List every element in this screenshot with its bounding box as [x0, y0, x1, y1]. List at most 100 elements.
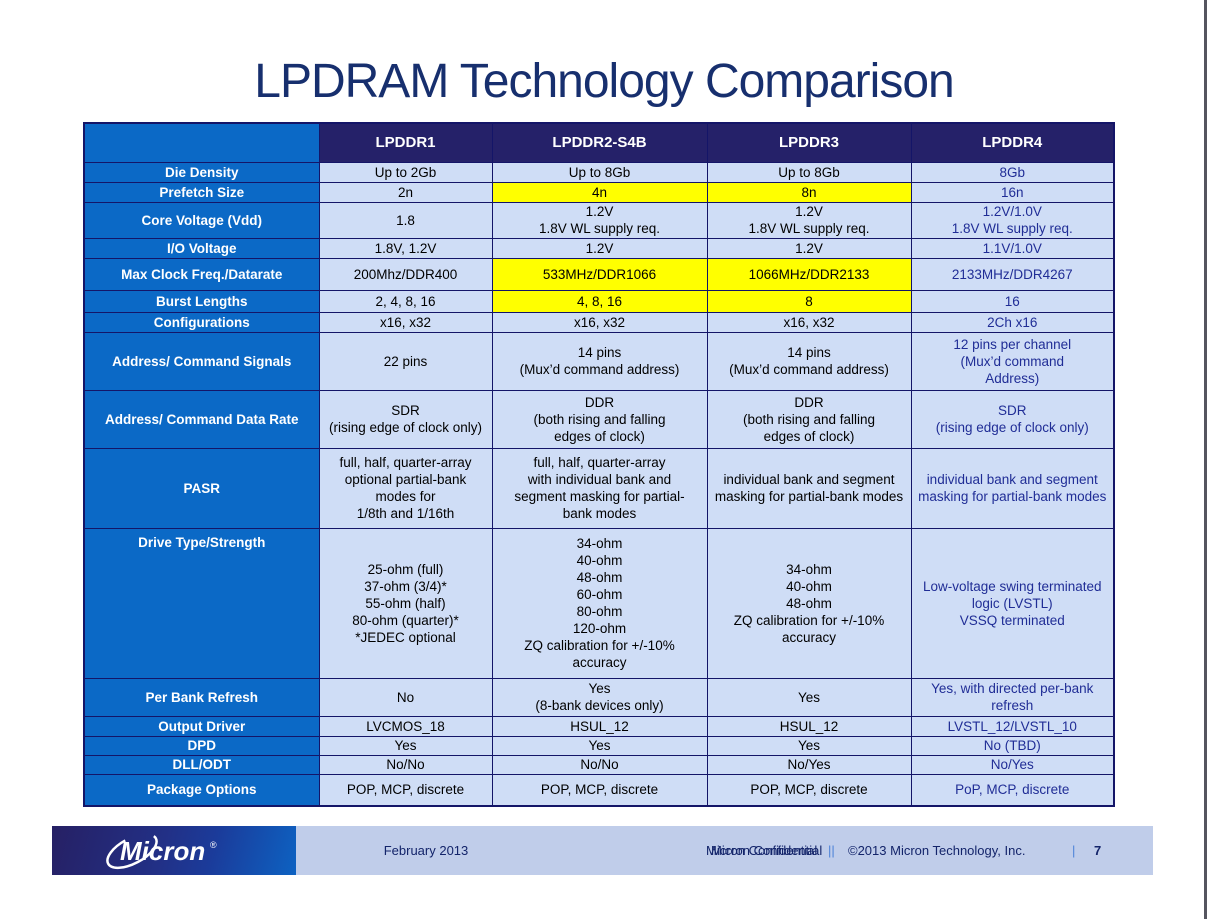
- table-cell: 34-ohm 40-ohm 48-ohm ZQ calibration for …: [706, 527, 912, 679]
- table-cell: 4n: [491, 181, 708, 203]
- table-cell: 34-ohm 40-ohm 48-ohm 60-ohm 80-ohm 120-o…: [491, 527, 708, 679]
- table-cell: No: [318, 677, 493, 717]
- table-row: Prefetch Size 2n 4n 8n 16n: [83, 181, 1115, 203]
- svg-text:®: ®: [210, 840, 217, 850]
- footer-separator-double: ||: [828, 843, 835, 858]
- table-cell: No/Yes: [706, 754, 912, 775]
- comparison-table: LPDDR1 LPDDR2-S4B LPDDR3 LPDDR4 Die Dens…: [83, 122, 1115, 807]
- footer-date: February 2013: [383, 843, 469, 858]
- column-header-lpddr2: LPDDR2-S4B: [491, 122, 708, 163]
- table-cell: Low-voltage swing terminated logic (LVST…: [910, 527, 1115, 679]
- corner-cell: [83, 122, 320, 163]
- micron-logo: Micron ®: [52, 826, 296, 875]
- column-header-lpddr4: LPDDR4: [910, 122, 1115, 163]
- table-cell: PoP, MCP, discrete: [910, 773, 1115, 807]
- row-label: DLL/ODT: [83, 754, 320, 775]
- table-cell: 1.1V/1.0V: [910, 237, 1115, 259]
- table-cell: No/Yes: [910, 754, 1115, 775]
- column-header-lpddr3: LPDDR3: [706, 122, 912, 163]
- table-cell: No/No: [491, 754, 708, 775]
- table-cell: No (TBD): [910, 735, 1115, 756]
- table-cell: 8n: [706, 181, 912, 203]
- table-cell: No/No: [318, 754, 493, 775]
- table-header-row: LPDDR1 LPDDR2-S4B LPDDR3 LPDDR4: [83, 122, 1115, 163]
- table-row: Burst Lengths 2, 4, 8, 16 4, 8, 16 8 16: [83, 289, 1115, 313]
- row-label: Address/ Command Data Rate: [83, 389, 320, 449]
- table-cell: 1.8V, 1.2V: [318, 237, 493, 259]
- table-cell: 1.2V: [706, 237, 912, 259]
- table-cell: 22 pins: [318, 331, 493, 391]
- table-cell: 1.2V: [491, 237, 708, 259]
- table-cell: 533MHz/DDR1066: [491, 257, 708, 291]
- table-cell: individual bank and segment masking for …: [910, 447, 1115, 529]
- table-cell: HSUL_12: [491, 715, 708, 737]
- table-cell: Yes, with directed per-bank refresh: [910, 677, 1115, 717]
- table-cell: 16n: [910, 181, 1115, 203]
- table-cell: 1.2V 1.8V WL supply req.: [491, 201, 708, 239]
- table-cell: x16, x32: [491, 311, 708, 333]
- table-cell: DDR (both rising and falling edges of cl…: [491, 389, 708, 449]
- table-cell: 2, 4, 8, 16: [318, 289, 493, 313]
- table-row: DPD Yes Yes Yes No (TBD): [83, 735, 1115, 756]
- table-cell: Yes: [491, 735, 708, 756]
- row-label: Configurations: [83, 311, 320, 333]
- table-cell: 1.2V/1.0V 1.8V WL supply req.: [910, 201, 1115, 239]
- table-cell: SDR (rising edge of clock only): [318, 389, 493, 449]
- table-cell: Yes: [706, 677, 912, 717]
- table-cell: Yes: [706, 735, 912, 756]
- table-cell: 4, 8, 16: [491, 289, 708, 313]
- table-row: Per Bank Refresh No Yes (8-bank devices …: [83, 677, 1115, 717]
- table-row: PASR full, half, quarter-array optional …: [83, 447, 1115, 529]
- table-row: Address/ Command Signals 22 pins 14 pins…: [83, 331, 1115, 391]
- table-cell: 2Ch x16: [910, 311, 1115, 333]
- table-row: Package Options POP, MCP, discrete POP, …: [83, 773, 1115, 807]
- table-cell: 25-ohm (full) 37-ohm (3/4)* 55-ohm (half…: [318, 527, 493, 679]
- row-label: DPD: [83, 735, 320, 756]
- row-label: PASR: [83, 447, 320, 529]
- micron-logo-icon: Micron ®: [106, 832, 217, 870]
- footer-copyright: ©2013 Micron Technology, Inc.: [848, 843, 1026, 858]
- table-row: Die Density Up to 2Gb Up to 8Gb Up to 8G…: [83, 161, 1115, 183]
- table-cell: 200Mhz/DDR400: [318, 257, 493, 291]
- table-cell: 2133MHz/DDR4267: [910, 257, 1115, 291]
- table-cell: LVSTL_12/LVSTL_10: [910, 715, 1115, 737]
- footer-separator: |: [1072, 843, 1076, 858]
- table-cell: full, half, quarter-array with individua…: [491, 447, 708, 529]
- table-cell: 14 pins (Mux’d command address): [706, 331, 912, 391]
- table-cell: Up to 8Gb: [491, 161, 708, 183]
- table-cell: 8: [706, 289, 912, 313]
- table-row: Output Driver LVCMOS_18 HSUL_12 HSUL_12 …: [83, 715, 1115, 737]
- row-label: Per Bank Refresh: [83, 677, 320, 717]
- table-cell: x16, x32: [706, 311, 912, 333]
- table-row: DLL/ODT No/No No/No No/Yes No/Yes: [83, 754, 1115, 775]
- row-label: Die Density: [83, 161, 320, 183]
- table-cell: Yes (8-bank devices only): [491, 677, 708, 717]
- row-label: Core Voltage (Vdd): [83, 201, 320, 239]
- table-cell: Up to 8Gb: [706, 161, 912, 183]
- page-title: LPDRAM Technology Comparison: [254, 55, 954, 108]
- svg-text:Micron: Micron: [120, 836, 205, 866]
- table-row: Drive Type/Strength 25-ohm (full) 37-ohm…: [83, 527, 1115, 679]
- table-row: Max Clock Freq./Datarate 200Mhz/DDR400 5…: [83, 257, 1115, 291]
- footer-confidential: Micron Confidential: [706, 843, 818, 858]
- window-edge-line: [1204, 0, 1207, 919]
- table-cell: individual bank and segment masking for …: [706, 447, 912, 529]
- table-cell: full, half, quarter-array optional parti…: [318, 447, 493, 529]
- table-cell: Up to 2Gb: [318, 161, 493, 183]
- column-header-lpddr1: LPDDR1: [318, 122, 493, 163]
- table-row: Configurations x16, x32 x16, x32 x16, x3…: [83, 311, 1115, 333]
- row-label: Package Options: [83, 773, 320, 807]
- row-label: Address/ Command Signals: [83, 331, 320, 391]
- footer-confidential-overlap: Micron Confidential: [711, 843, 823, 858]
- footer-page-number: 7: [1094, 843, 1102, 858]
- row-label: Prefetch Size: [83, 181, 320, 203]
- table-cell: SDR (rising edge of clock only): [910, 389, 1115, 449]
- table-cell: Yes: [318, 735, 493, 756]
- table-row: Address/ Command Data Rate SDR (rising e…: [83, 389, 1115, 449]
- row-label: Drive Type/Strength: [83, 527, 320, 679]
- table-cell: HSUL_12: [706, 715, 912, 737]
- table-cell: 14 pins (Mux’d command address): [491, 331, 708, 391]
- footer: February 2013 Micron Confidential Micron…: [296, 826, 1153, 875]
- table-cell: 12 pins per channel (Mux’d command Addre…: [910, 331, 1115, 391]
- table-cell: x16, x32: [318, 311, 493, 333]
